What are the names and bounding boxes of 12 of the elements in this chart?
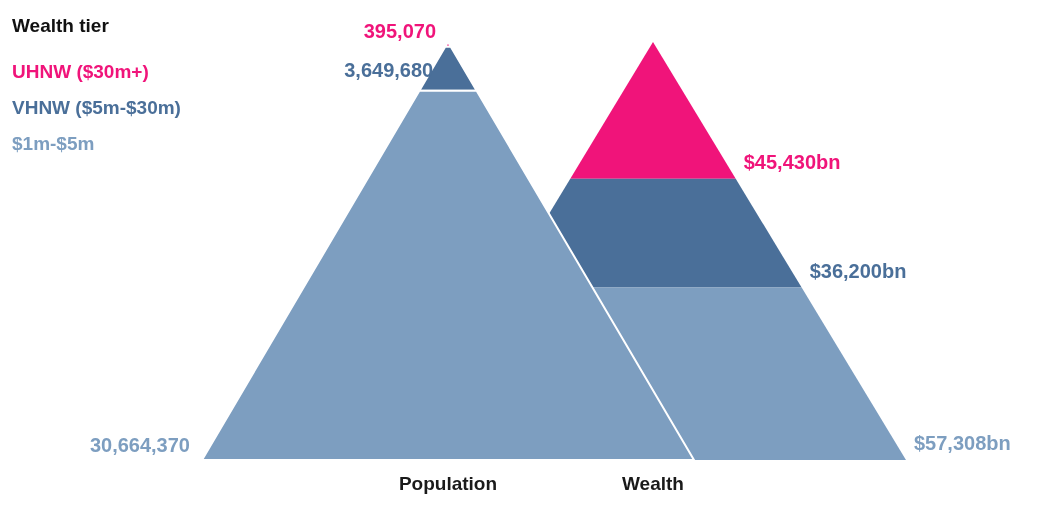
data-label: $57,308bn [914,432,1011,454]
data-label: $36,200bn [809,259,907,282]
data-label: 3,649,680 [344,58,434,81]
legend-label: $1m-$5m [12,133,95,154]
data-label: $45,430bn [743,150,841,173]
legend-label: VHNW ($5m-$30m) [12,97,181,118]
legend-title: Wealth tier [12,15,110,36]
data-label: 395,070 [363,20,436,42]
data-label: 30,664,370 [89,434,190,456]
category-label: Wealth [622,473,684,494]
legend-label: UHNW ($30m+) [12,61,149,82]
category-label: Population [398,473,498,494]
